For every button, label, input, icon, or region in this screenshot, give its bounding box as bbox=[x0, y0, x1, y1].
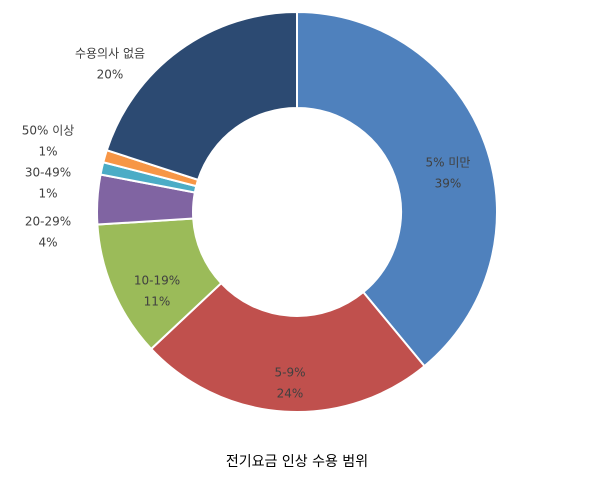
slice-label: 5-9% bbox=[274, 366, 305, 380]
slice-value-label: 1% bbox=[38, 145, 57, 159]
slice-value-label: 39% bbox=[435, 177, 462, 191]
slice-label: 10-19% bbox=[134, 274, 180, 288]
donut-slice bbox=[296, 10, 498, 368]
slice-value-label: 24% bbox=[277, 387, 304, 401]
donut-slice bbox=[105, 10, 298, 182]
slice-value-label: 20% bbox=[97, 68, 124, 82]
chart-title: 전기요금 인상 수용 범위 bbox=[226, 454, 368, 470]
slice-label: 50% 이상 bbox=[22, 124, 75, 138]
slice-value-label: 11% bbox=[144, 295, 171, 309]
slice-label: 30-49% bbox=[25, 166, 71, 180]
slice-label: 5% 미만 bbox=[426, 156, 471, 170]
slice-value-label: 1% bbox=[38, 187, 57, 201]
slice-value-label: 4% bbox=[38, 236, 57, 250]
slice-label: 20-29% bbox=[25, 215, 71, 229]
slice-label: 수용의사 없음 bbox=[75, 47, 145, 61]
donut-slice bbox=[149, 281, 426, 413]
